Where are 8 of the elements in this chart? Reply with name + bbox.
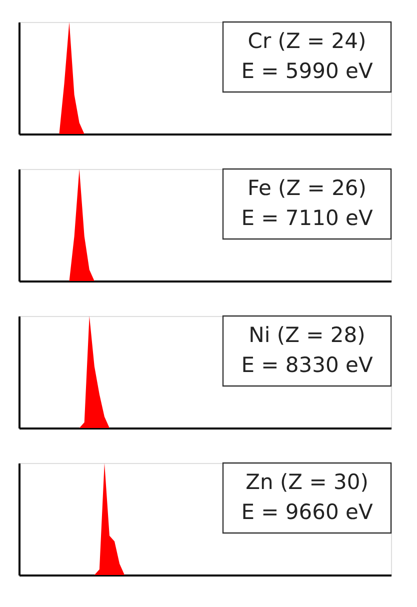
annotation: E = 9660 eV <box>241 500 374 524</box>
annotation: E = 7110 eV <box>241 206 374 230</box>
annotation: Zn (Z = 30) <box>246 470 368 494</box>
annotation: Cr (Z = 24) <box>248 29 366 53</box>
annotation: Fe (Z = 26) <box>248 176 366 200</box>
annotation: Ni (Z = 28) <box>248 323 366 347</box>
annotation: E = 5990 eV <box>241 59 374 83</box>
annotation: E = 8330 eV <box>241 353 374 377</box>
